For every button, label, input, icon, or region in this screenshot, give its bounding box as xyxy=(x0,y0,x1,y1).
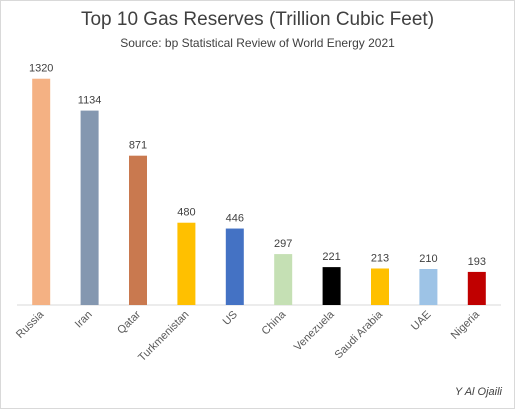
data-label: 193 xyxy=(468,256,486,268)
bar-qatar xyxy=(129,155,147,305)
x-tick-label: Turkmenistan xyxy=(136,309,191,364)
data-label: 446 xyxy=(226,213,244,225)
data-label: 871 xyxy=(129,140,147,152)
x-tick-label: Russia xyxy=(14,308,47,341)
data-label: 213 xyxy=(371,252,389,264)
bar-russia xyxy=(32,78,51,305)
x-tick-label: Venezuela xyxy=(292,308,337,353)
bar-nigeria xyxy=(467,271,486,305)
x-tick-label: Iran xyxy=(73,309,95,331)
chart-subtitle: Source: bp Statistical Review of World E… xyxy=(120,36,395,50)
data-label: 221 xyxy=(322,251,340,263)
bar-us xyxy=(225,228,244,305)
data-label: 297 xyxy=(274,238,292,250)
x-tick-label: US xyxy=(221,309,240,328)
data-label: 210 xyxy=(419,253,437,265)
data-label: 480 xyxy=(177,207,195,219)
author-credit: Y Al Ojaili xyxy=(454,386,502,398)
data-label: 1134 xyxy=(78,95,102,107)
bar-venezuela xyxy=(322,267,341,305)
x-tick-label: Saudi Arabia xyxy=(333,308,386,361)
bar-uae xyxy=(419,269,438,305)
x-tick-label: Nigeria xyxy=(449,308,483,342)
bar-saudi-arabia xyxy=(371,268,389,305)
bar-turkmenistan xyxy=(177,222,196,305)
bar-china xyxy=(274,254,293,305)
x-tick-label: UAE xyxy=(409,309,433,333)
chart-title: Top 10 Gas Reserves (Trillion Cubic Feet… xyxy=(80,9,435,30)
bar-iran xyxy=(80,110,99,305)
x-tick-label: China xyxy=(260,308,289,337)
x-tick-label: Qatar xyxy=(115,308,143,336)
data-label: 1320 xyxy=(29,63,53,75)
